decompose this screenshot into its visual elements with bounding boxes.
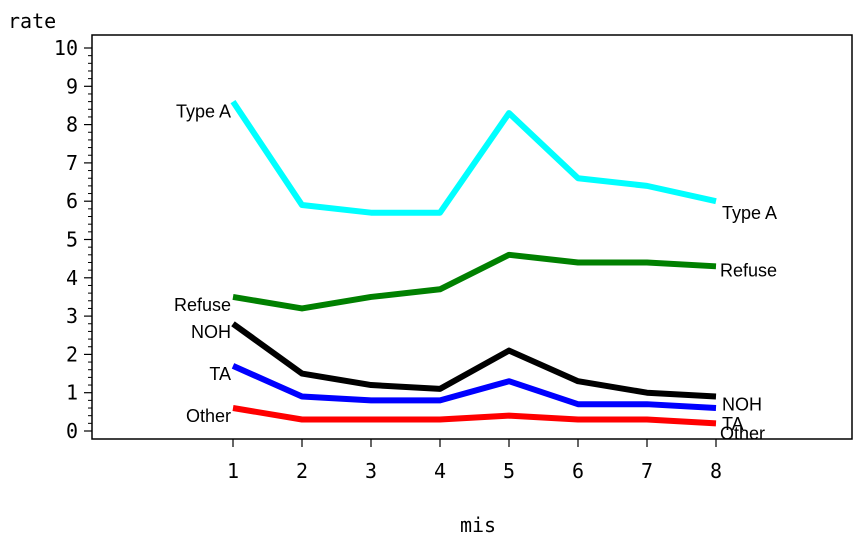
series-line-noh: [231, 321, 717, 400]
series-lines: [230, 99, 717, 427]
x-axis-title: mis: [460, 513, 496, 537]
y-tick-label: 10: [54, 36, 78, 60]
x-tick-label: 3: [365, 459, 377, 483]
start-label-ta: TA: [209, 364, 231, 384]
y-tick-label: 6: [66, 189, 78, 213]
y-axis: 0 1 2 3 4 5 6 7 8 9 10: [54, 36, 92, 443]
x-tick-label: 7: [641, 459, 653, 483]
start-label-refuse: Refuse: [174, 295, 231, 315]
end-label-ta: TA: [722, 414, 744, 434]
x-tick-label: 8: [710, 459, 722, 483]
y-tick-label: 8: [66, 113, 78, 137]
y-tick-label: 2: [66, 342, 78, 366]
x-tick-label: 2: [296, 459, 308, 483]
end-label-refuse: Refuse: [720, 260, 777, 280]
start-label-type-a: Type A: [176, 102, 231, 122]
series-line-ta: [231, 363, 717, 412]
start-label-other: Other: [186, 406, 231, 426]
y-axis-title: rate: [8, 9, 56, 33]
y-tick-label: 9: [66, 74, 78, 98]
x-tick-label: 5: [503, 459, 515, 483]
series-line-other: [232, 405, 717, 427]
x-axis: 1 2 3 4 5 6 7 8: [227, 439, 722, 483]
series-line-type-a: [230, 99, 717, 216]
y-tick-label: 7: [66, 151, 78, 175]
end-label-other: Other: [720, 423, 765, 443]
x-tick-label: 6: [572, 459, 584, 483]
series-line-refuse: [232, 251, 717, 312]
end-label-noh: NOH: [722, 395, 762, 415]
y-tick-label: 4: [66, 266, 78, 290]
end-label-type-a: Type A: [722, 203, 777, 223]
x-tick-label: 1: [227, 459, 239, 483]
plot-frame: [91, 34, 853, 440]
y-tick-label: 3: [66, 304, 78, 328]
y-tick-label: 0: [66, 419, 78, 443]
y-tick-label: 1: [66, 381, 78, 405]
start-label-noh: NOH: [191, 322, 231, 342]
x-tick-label: 4: [434, 459, 446, 483]
y-tick-label: 5: [66, 228, 78, 252]
